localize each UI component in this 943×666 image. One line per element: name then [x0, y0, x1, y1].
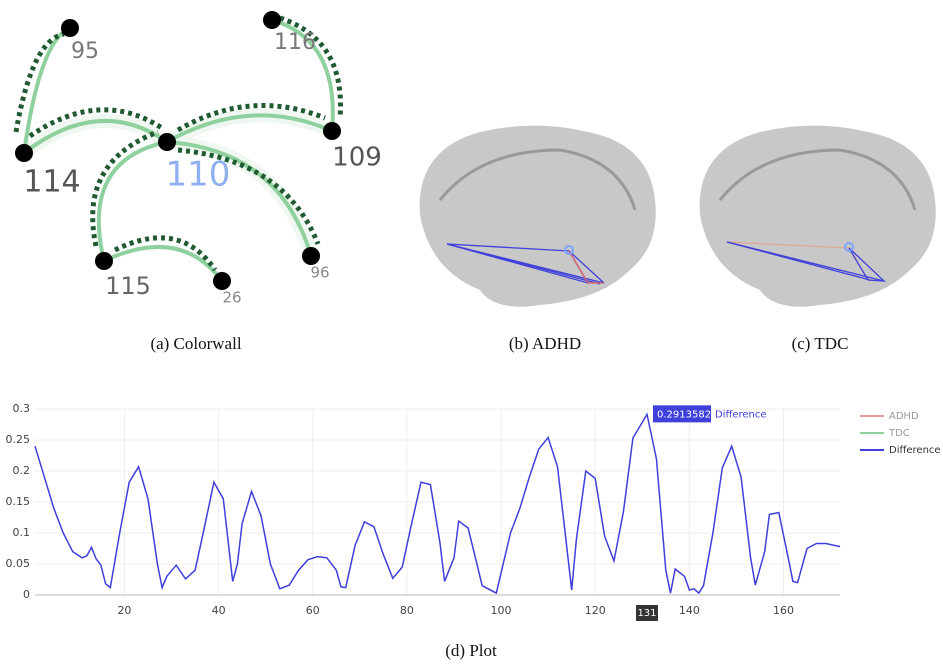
node	[158, 133, 176, 151]
x-tick-label: 100	[491, 604, 512, 617]
y-tick-label: 0.25	[6, 433, 31, 446]
node-label: 96	[310, 264, 329, 282]
x-tick-label: 40	[212, 604, 226, 617]
node-label: 114	[23, 165, 80, 200]
figure: 95 116 114 110 109 115 96 26 (a) Colorwall (b) …	[0, 0, 943, 666]
node	[323, 122, 341, 140]
node-label: 115	[105, 272, 151, 300]
node	[213, 272, 231, 290]
x-tick-label: 80	[400, 604, 414, 617]
caption: (c) TDC	[792, 334, 849, 353]
node	[95, 252, 113, 270]
x-tick-label: 20	[117, 604, 131, 617]
legend-label: ADHD	[889, 411, 919, 422]
x-tick-label: 160	[773, 604, 794, 617]
line-chart: 0 0.05 0.1 0.15 0.2 0.25 0.3 20 40 60 80 100 120 140 1…	[6, 402, 941, 621]
colorwall-nodes: 95 116 114 110 109 115 96 26	[15, 11, 382, 307]
y-tick-label: 0.3	[13, 402, 31, 415]
node-label: 95	[71, 39, 99, 64]
node	[15, 144, 33, 162]
hover-x-label: 131	[637, 608, 656, 619]
caption: (b) ADHD	[509, 334, 581, 353]
node-label: 26	[222, 289, 241, 307]
node	[302, 247, 320, 265]
x-tick-label: 140	[679, 604, 700, 617]
y-tick-label: 0	[23, 588, 30, 601]
caption: (a) Colorwall	[150, 334, 241, 353]
tooltip-series: Difference	[715, 409, 767, 420]
y-tick-label: 0.2	[13, 464, 31, 477]
legend-label: Difference	[889, 445, 941, 456]
caption: (d) Plot	[445, 641, 497, 660]
line	[35, 414, 840, 593]
x-tick-label: 60	[306, 604, 320, 617]
tooltip-value: 0.2913582	[657, 409, 711, 420]
node-label: 109	[332, 143, 382, 173]
node-label: 116	[274, 30, 316, 55]
tdc-brain	[700, 126, 936, 307]
y-tick-label: 0.15	[6, 495, 31, 508]
colorwall-arcs	[16, 18, 341, 281]
y-tick-label: 0.05	[6, 557, 31, 570]
node	[263, 11, 281, 29]
y-tick-label: 0.1	[13, 526, 31, 539]
node-label: 110	[166, 155, 231, 195]
adhd-brain	[420, 126, 656, 307]
x-tick-label: 120	[585, 604, 606, 617]
legend-label: TDC	[888, 428, 910, 439]
node	[61, 19, 79, 37]
